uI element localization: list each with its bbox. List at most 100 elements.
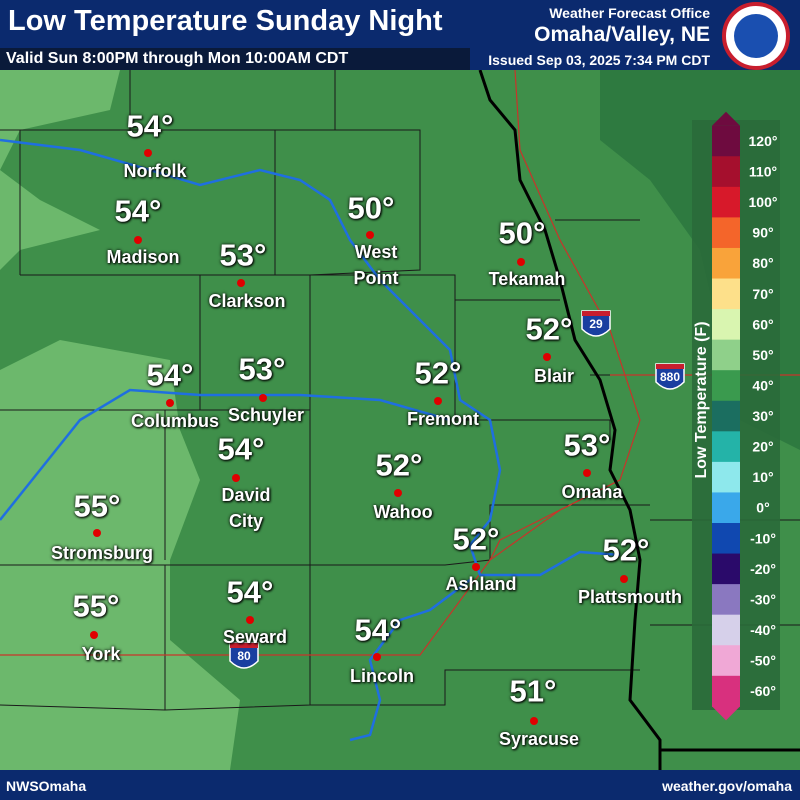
legend-swatch (712, 156, 740, 188)
legend-swatch (712, 553, 740, 585)
header-bar (0, 0, 800, 48)
city-dot (472, 563, 480, 571)
temperature: 50° (498, 215, 546, 251)
legend-swatch (712, 584, 740, 616)
interstate-number: 880 (660, 370, 680, 384)
legend-cap (712, 706, 740, 721)
city-name: York (81, 643, 121, 664)
location: Omaha/Valley, NE (534, 23, 710, 46)
nws-logo-inner (734, 14, 778, 58)
legend-label: 90° (752, 225, 773, 241)
temperature: 53° (238, 351, 286, 387)
legend-label: -60° (750, 683, 776, 699)
interstate-band (656, 364, 684, 369)
city-name: Schuyler (227, 404, 305, 425)
temperature: 53° (219, 237, 267, 273)
legend-label: 30° (752, 408, 773, 424)
legend-swatch (712, 186, 740, 218)
office: Weather Forecast Office (549, 5, 710, 21)
legend-label: 100° (749, 194, 778, 210)
interstate-number: 80 (237, 649, 251, 663)
temperature: 54° (354, 612, 402, 648)
city-dot (144, 149, 152, 157)
city-name: Omaha (561, 481, 623, 502)
temperature: 52° (414, 355, 462, 391)
city-dot (394, 489, 402, 497)
interstate-band (230, 643, 258, 648)
temperature: 55° (73, 488, 121, 524)
legend-swatch (712, 247, 740, 280)
legend-swatch (712, 492, 740, 524)
city-dot (583, 469, 591, 477)
city-name: Clarkson (208, 290, 286, 311)
legend-label: 80° (752, 255, 773, 271)
legend-swatch (712, 339, 740, 371)
city-dot (373, 653, 381, 661)
legend-swatch (712, 278, 740, 310)
temperature: 54° (217, 431, 265, 467)
city-dot (517, 258, 525, 266)
temperature: 54° (126, 108, 174, 144)
footer-right: weather.gov/omaha (662, 778, 792, 794)
interstate-band (582, 311, 610, 316)
legend-label: 10° (752, 469, 773, 485)
city-name: Madison (106, 246, 180, 267)
city-dot (543, 353, 551, 361)
legend-swatch (712, 431, 740, 463)
temperature: 52° (375, 447, 423, 483)
temperature: 54° (226, 574, 274, 610)
legend-label: -20° (750, 561, 776, 577)
city-dot (237, 279, 245, 287)
city-name: David City (221, 484, 271, 531)
legend-cap (712, 111, 740, 126)
city-name: Wahoo (373, 501, 433, 522)
temperature: 54° (146, 357, 194, 393)
warm-area (0, 70, 240, 770)
legend-title: Low Temperature (F) (693, 321, 710, 478)
city-name: Blair (533, 365, 575, 386)
interstate-shield (581, 310, 611, 337)
legend-swatch (712, 461, 740, 493)
city-dot (93, 529, 101, 537)
city-name: West Point (353, 241, 399, 288)
legend-label: -40° (750, 622, 776, 638)
interstate-shield (229, 642, 259, 669)
city-name: Tekamah (488, 268, 566, 289)
legend-label: 20° (752, 439, 773, 455)
temperature: 52° (602, 532, 650, 568)
city-name: Seward (222, 626, 288, 647)
temperature: 54° (114, 193, 162, 229)
city-dot (134, 236, 142, 244)
city-dot (259, 394, 267, 402)
legend-swatch (712, 675, 740, 707)
city-name: Lincoln (350, 665, 414, 686)
legend-swatch (712, 523, 740, 555)
city-name: Norfolk (123, 160, 187, 181)
issued-bar (470, 48, 800, 70)
city-name: Ashland (445, 573, 517, 594)
legend-label: -10° (750, 530, 776, 546)
legend-swatch (712, 614, 740, 646)
legend-swatch (712, 370, 740, 402)
city-name: Stromsburg (50, 542, 154, 563)
temperature: 51° (509, 673, 557, 709)
city-dot (530, 717, 538, 725)
city-dot (434, 397, 442, 405)
legend-label: 70° (752, 286, 773, 302)
temperature: 50° (347, 190, 395, 226)
city-dot (246, 616, 254, 624)
legend-swatch (712, 125, 740, 157)
city-dot (366, 231, 374, 239)
city-name: Plattsmouth (577, 586, 683, 607)
legend-label: -50° (750, 653, 776, 669)
legend-label: 0° (756, 500, 769, 516)
title: Low Temperature Sunday Night (8, 5, 443, 37)
legend-swatch (712, 309, 740, 341)
city-name: Fremont (407, 408, 479, 429)
footer-left: NWSOmaha (6, 778, 87, 794)
city-dot (90, 631, 98, 639)
interstate-shield (655, 363, 685, 390)
issued: Issued Sep 03, 2025 7:34 PM CDT (488, 52, 710, 68)
legend-label: 40° (752, 377, 773, 393)
city-name: Syracuse (498, 728, 580, 749)
